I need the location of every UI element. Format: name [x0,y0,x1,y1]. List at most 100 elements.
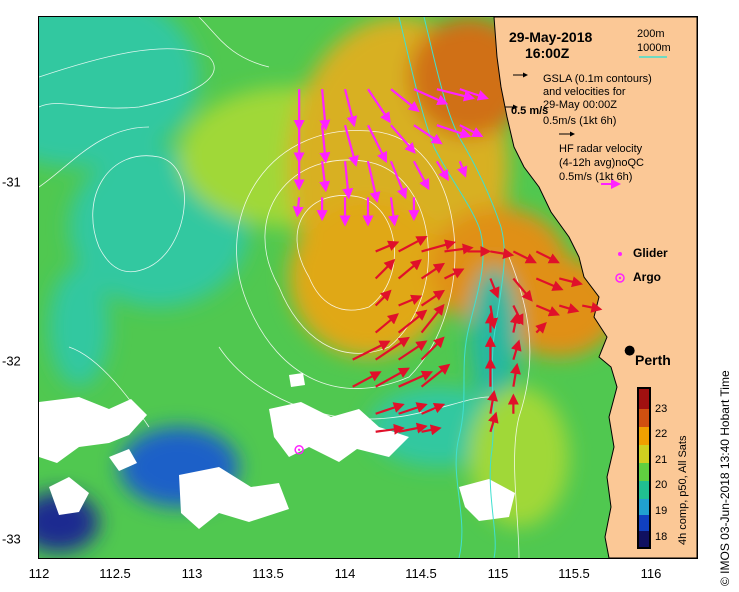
hf-radar-velocity-arrow [420,289,445,307]
satellite-velocity-arrow [436,124,472,139]
colorbar-tick-19: 19 [655,505,668,517]
x-tick-114-5: 114.5 [405,566,437,581]
hf-radar-velocity-arrow [397,309,428,334]
satellite-velocity-arrow [390,88,420,113]
satellite-velocity-arrow [413,88,449,105]
hf-radar-velocity-arrow [490,248,515,260]
hf-radar-velocity-arrow [421,424,442,436]
satellite-velocity-arrow [319,89,331,131]
hf-radar-velocity-arrow [535,250,560,264]
colorbar-tick-23: 23 [655,403,668,415]
hf-radar-velocity-arrow [375,423,405,435]
hf-radar-velocity-arrow [509,312,521,333]
hf-radar-velocity-arrow [375,336,410,361]
satellite-velocity-arrow [412,160,430,191]
gsla-legend-line3: 29-May 00:00Z [543,99,617,111]
hf-radar-velocity-arrow [374,258,396,280]
bathy-1000m-label: 1000m [637,42,671,54]
hf-radar-velocity-arrow [420,303,445,334]
hf-legend-scale: 0.5m/s (1kt 6h) [559,171,633,183]
hf-radar-velocity-arrow [420,262,445,280]
colorbar-tick-18: 18 [655,531,668,543]
argo-legend-label: Argo [633,270,661,284]
perth-marker[interactable] [624,345,635,356]
satellite-velocity-arrow [342,161,354,200]
glider-legend-label: Glider [633,246,668,260]
satellite-velocity-arrow [387,197,399,227]
hf-radar-velocity-arrow [558,303,580,314]
colorbar [637,387,651,549]
hf-radar-velocity-arrow [559,276,584,288]
hf-radar-velocity-arrow [374,313,399,334]
legend-argo-marker [615,273,625,283]
colorbar-title: 4h comp, p50, All Sats [677,435,689,545]
gsla-legend-scale: 0.5m/s (1kt 6h) [543,115,617,127]
hf-radar-velocity-arrow [512,250,537,264]
hf-radar-velocity-arrow [420,363,451,388]
hf-radar-velocity-arrow [375,240,400,253]
hf-radar-velocity-arrow [397,259,422,280]
hf-radar-velocity-vectors [352,235,603,436]
satellite-velocity-arrow [367,124,387,164]
hf-radar-velocity-arrow [421,403,446,415]
hf-radar-velocity-arrow [398,422,428,434]
hf-radar-velocity-arrow [535,277,564,291]
satellite-velocity-arrow [343,124,359,167]
gsla-legend-line2: and velocities for [543,86,626,98]
hf-radar-velocity-arrow [375,402,405,415]
hf-legend-line2: (4-12h avg)noQC [559,157,644,169]
bathymetry-contours [398,17,505,558]
hf-radar-velocity-arrow [444,243,474,255]
x-tick-114: 114 [334,566,356,581]
hf-radar-velocity-arrow [489,278,500,299]
hf-radar-velocity-arrow [444,268,465,280]
map-date: 29-May-2018 [509,29,593,45]
hf-radar-velocity-arrow [510,362,521,387]
y-tick-31: -31 [2,174,21,190]
hf-radar-velocity-arrow [420,336,445,361]
satellite-velocity-arrow [436,88,475,102]
x-tick-112-5: 112.5 [99,566,131,581]
colorbar-tick-20: 20 [655,479,668,491]
x-tick-115: 115 [487,566,509,581]
map-time: 16:00Z [525,45,570,61]
satellite-velocity-arrow [366,161,381,204]
hf-radar-velocity-arrow [375,367,410,388]
colorbar-tick-22: 22 [655,428,668,440]
legend-glider-dot [618,252,622,256]
satellite-velocity-arrow [413,124,443,145]
x-tick-112: 112 [28,566,50,581]
satellite-velocity-arrow [292,197,304,218]
argo-float-marker[interactable] [294,445,304,455]
hf-radar-velocity-arrow [398,235,428,253]
hf-radar-velocity-arrow [582,302,603,313]
hf-radar-velocity-arrow [488,411,499,433]
x-tick-113: 113 [181,566,203,581]
hf-radar-velocity-arrow [398,294,423,307]
hf-radar-velocity-arrow [487,389,498,414]
hf-radar-velocity-arrow [398,370,434,388]
gsla-legend-line1: GSLA (0.1m contours) [543,73,652,85]
hf-radar-velocity-arrow [374,289,392,307]
hf-radar-velocity-arrow [535,322,547,334]
sst-map[interactable] [39,17,697,558]
satellite-velocity-arrow [456,160,468,178]
x-tick-113-5: 113.5 [252,566,284,581]
hf-radar-velocity-arrow [397,340,428,361]
satellite-velocity-arrow [389,160,408,200]
bathy-200m-label: 200m [637,28,665,40]
hf-legend-line1: HF radar velocity [559,143,643,155]
hf-radar-velocity-arrow [398,402,428,415]
satellite-velocity-arrow [435,160,449,182]
colorbar-tick-21: 21 [655,454,668,466]
satellite-velocity-arrow [319,125,331,164]
hf-radar-velocity-arrow [421,239,457,253]
imos-credit: © IMOS 03-Jun-2018 13:40 Hobart Time [718,370,732,586]
satellite-velocity-arrow [390,124,416,154]
y-tick-32: -32 [2,353,21,369]
satellite-velocity-arrow [319,161,331,193]
x-tick-115-5: 115.5 [558,566,590,581]
hf-radar-velocity-arrow [352,340,391,361]
perth-label: Perth [635,352,671,368]
arrow-scale-label: 0.5 m/s [511,105,549,117]
